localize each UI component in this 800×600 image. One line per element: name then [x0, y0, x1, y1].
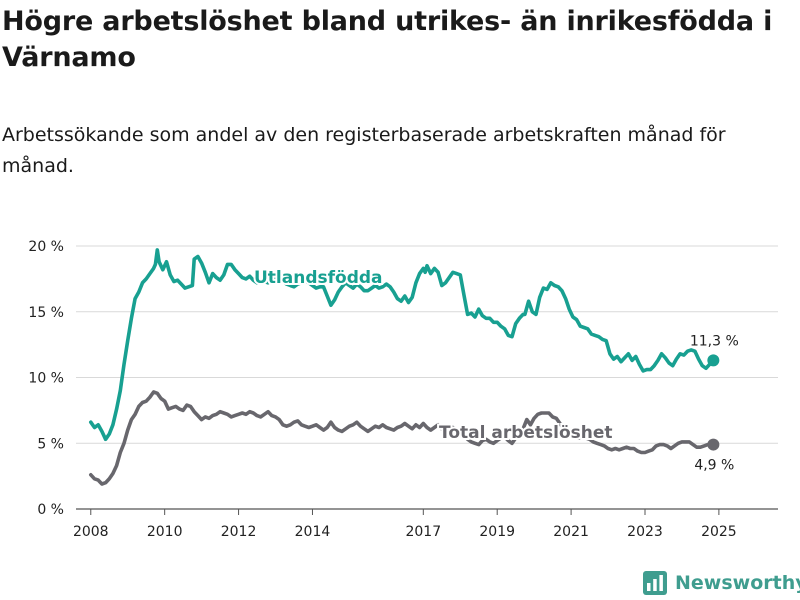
x-tick-label: 2021	[553, 524, 589, 540]
series-end-point	[707, 354, 720, 367]
series-line-utlandsfodda	[89, 248, 716, 442]
label-group: 0 % 5 % 10 % 15 % 20 % 2008 2010 2012 2014 2017 20…	[28, 239, 738, 540]
series-label-utlandsfodda: Utlandsfödda	[254, 268, 383, 288]
x-tick-label: 2010	[147, 524, 183, 540]
y-tick-label: 0 %	[37, 502, 64, 518]
x-tick-label: 2025	[701, 524, 737, 540]
x-tick-label: 2012	[221, 524, 257, 540]
page-subtitle: Arbetssökande som andel av den registerb…	[2, 124, 726, 177]
series-line-total	[89, 390, 716, 486]
y-tick-label: 5 %	[37, 436, 64, 452]
x-tick-label: 2019	[479, 524, 515, 540]
y-tick-label: 20 %	[28, 239, 64, 255]
x-tick-label: 2008	[73, 524, 109, 540]
end-value-label: 11,3 %	[690, 333, 739, 349]
series-end-point	[707, 438, 720, 451]
newsworthy-logo: Newsworthy	[643, 568, 800, 598]
series-label-total: Total arbetslöshet	[439, 423, 613, 443]
y-tick-label: 10 %	[28, 371, 64, 387]
brand-name: Newsworthy	[675, 572, 800, 594]
end-value-label: 4,9 %	[694, 458, 734, 474]
x-tick-label: 2023	[627, 524, 663, 540]
y-tick-label: 15 %	[28, 305, 64, 321]
x-axis	[90, 509, 720, 515]
x-tick-label: 2017	[405, 524, 441, 540]
series-group	[89, 248, 720, 486]
x-tick-label: 2014	[295, 524, 331, 540]
page-title: Högre arbetslöshet bland utrikes- än inr…	[2, 6, 773, 73]
bar-chart-icon	[643, 571, 667, 595]
